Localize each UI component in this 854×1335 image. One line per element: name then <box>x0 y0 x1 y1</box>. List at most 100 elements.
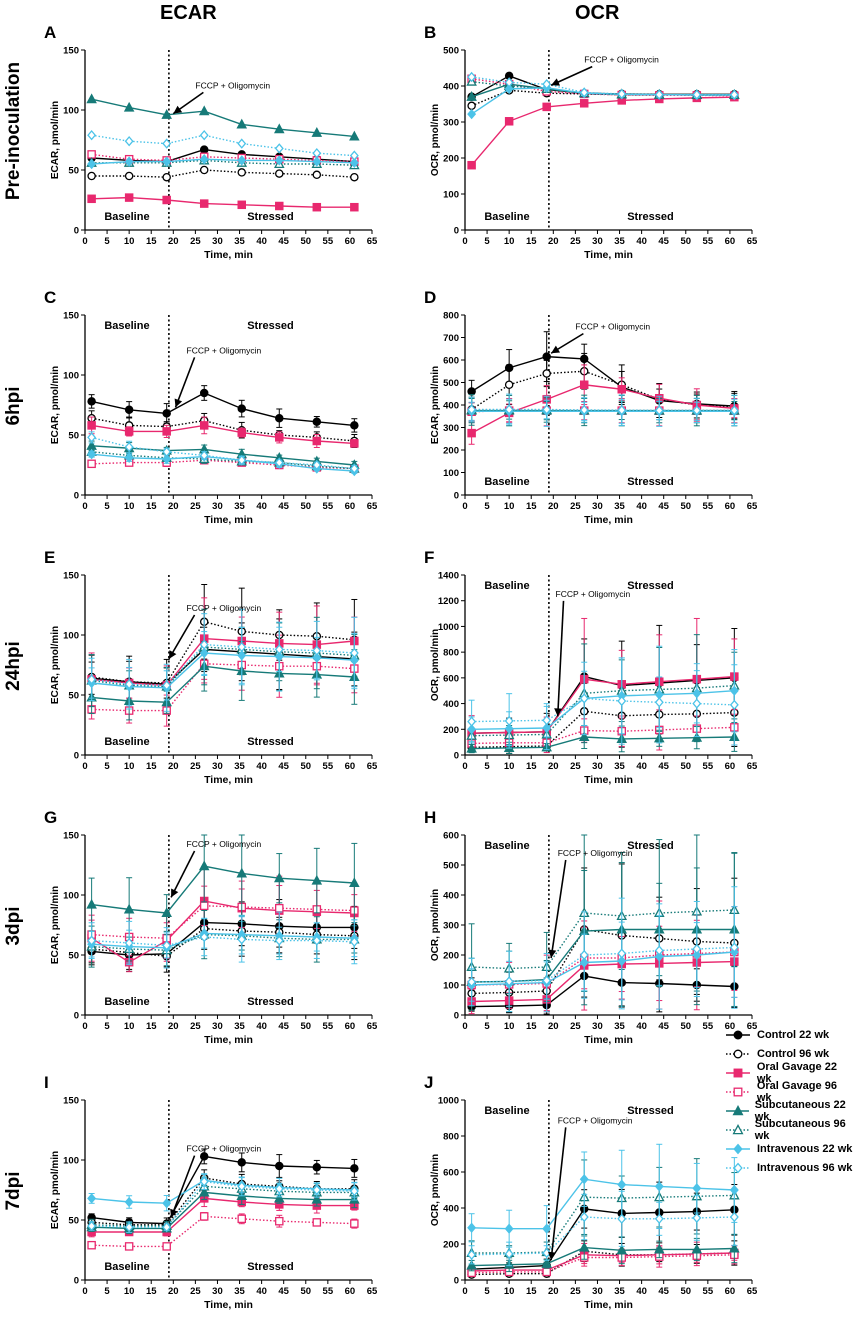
data-point <box>579 87 589 98</box>
data-point <box>467 716 477 727</box>
data-point <box>579 693 589 704</box>
data-point <box>542 1247 552 1259</box>
x-tick-label: 30 <box>592 1286 603 1297</box>
y-axis-label: OCR, pmol/min <box>430 889 441 961</box>
legend-label: Subcutaneous 96 wk <box>754 1117 846 1142</box>
panel-label: F <box>424 548 434 567</box>
data-point <box>312 202 322 212</box>
x-tick-label: 65 <box>747 236 758 247</box>
data-point <box>349 157 359 168</box>
chart-svg-a: A 0 50 100 150 0 5 10 15 20 25 30 35 40 45 50 55 60 65 Time… <box>44 23 378 261</box>
x-tick-label: 30 <box>212 1021 223 1032</box>
data-point <box>199 421 209 430</box>
data-point <box>87 935 97 946</box>
data-point <box>542 404 552 415</box>
data-point <box>579 380 589 390</box>
annotation-arrowhead <box>551 78 561 86</box>
data-point <box>312 170 322 180</box>
data-point <box>237 934 247 945</box>
y-axis-label: OCR, pmol/min <box>430 104 441 176</box>
x-tick-label: 30 <box>212 1286 223 1297</box>
x-tick-label: 55 <box>323 1286 334 1297</box>
y-tick-label: 0 <box>74 1011 79 1022</box>
annotation-arrowhead <box>554 708 563 717</box>
y-tick-label: 0 <box>74 751 79 762</box>
x-tick-label: 45 <box>658 1286 669 1297</box>
x-tick-label: 20 <box>548 1021 559 1032</box>
legend-item: Intravenous 22 wk <box>725 1139 854 1158</box>
x-tick-label: 0 <box>82 761 87 772</box>
series-line <box>91 424 355 445</box>
y-tick-label: 300 <box>443 423 459 434</box>
x-tick-label: 45 <box>278 501 289 512</box>
y-tick-label: 50 <box>68 1216 79 1227</box>
series-line <box>471 975 735 1008</box>
x-tick-label: 5 <box>104 1021 110 1032</box>
y-tick-label: 300 <box>443 118 459 129</box>
x-tick-label: 30 <box>212 236 223 247</box>
x-tick-label: 5 <box>104 236 110 247</box>
series-intravenous-96-wk <box>87 916 359 966</box>
data-point <box>274 457 284 468</box>
y-tick-label: 0 <box>74 1276 79 1287</box>
data-point <box>467 1249 477 1260</box>
x-axis-label: Time, min <box>584 514 633 526</box>
x-tick-label: 35 <box>614 1021 625 1032</box>
row-title-3dpi: 3dpi <box>3 906 24 946</box>
chart-panel-d: D 0 100 200 300 400 500 600 700 800 0 5 10 15 20 25 30 35… <box>424 288 780 550</box>
x-tick-label: 15 <box>146 1286 157 1297</box>
chart-panel-i: I 0 50 100 150 0 5 10 15 20 25 30 35 40 45 50 55 60 65 Time… <box>44 1073 400 1335</box>
x-tick-label: 20 <box>168 1021 179 1032</box>
y-tick-label: 0 <box>74 491 79 502</box>
annotation-arrow <box>550 859 567 959</box>
x-tick-label: 10 <box>504 501 515 512</box>
y-tick-label: 600 <box>443 356 459 367</box>
legend-marker <box>732 1104 744 1115</box>
data-point <box>467 404 477 415</box>
x-tick-label: 15 <box>146 501 157 512</box>
x-tick-label: 10 <box>504 761 515 772</box>
y-tick-label: 150 <box>63 311 79 322</box>
y-tick-label: 600 <box>443 831 459 842</box>
annotation-arrowhead <box>171 888 179 898</box>
series-line <box>91 637 355 687</box>
data-point <box>124 1242 134 1251</box>
data-point <box>504 1223 514 1234</box>
series-intravenous-96-wk <box>467 886 739 1013</box>
panel-label: B <box>424 23 436 42</box>
x-tick-label: 25 <box>190 236 201 247</box>
stressed-label: Stressed <box>247 211 293 223</box>
y-tick-label: 100 <box>63 891 79 902</box>
x-tick-label: 5 <box>484 501 490 512</box>
data-point <box>274 935 284 946</box>
series-control-96-wk <box>467 863 739 1014</box>
data-point <box>275 1216 284 1226</box>
data-point <box>162 680 172 691</box>
x-tick-label: 65 <box>367 761 378 772</box>
data-point <box>312 1162 322 1172</box>
stressed-label: Stressed <box>247 996 293 1008</box>
legend-label: Control 96 wk <box>757 1047 830 1060</box>
legend-item: Intravenous 96 wk <box>725 1158 854 1177</box>
x-tick-label: 55 <box>323 236 334 247</box>
annotation-arrow <box>170 850 196 898</box>
x-tick-label: 35 <box>234 761 245 772</box>
data-point <box>312 645 322 656</box>
x-tick-label: 10 <box>124 236 135 247</box>
annotation-arrow <box>170 1155 196 1218</box>
data-point <box>199 901 209 911</box>
x-tick-label: 40 <box>636 1021 647 1032</box>
x-tick-label: 30 <box>592 1021 603 1032</box>
data-point <box>504 117 514 126</box>
series-line <box>471 960 735 1003</box>
x-tick-label: 65 <box>747 501 758 512</box>
data-point <box>162 195 171 205</box>
y-tick-label: 100 <box>443 468 459 479</box>
data-point <box>87 397 96 406</box>
data-point <box>729 89 739 100</box>
x-tick-label: 40 <box>636 1286 647 1297</box>
data-point <box>542 1267 551 1277</box>
data-point <box>273 123 285 134</box>
column-title-ocr: OCR <box>575 2 620 24</box>
series-intravenous-96-wk <box>467 657 739 749</box>
